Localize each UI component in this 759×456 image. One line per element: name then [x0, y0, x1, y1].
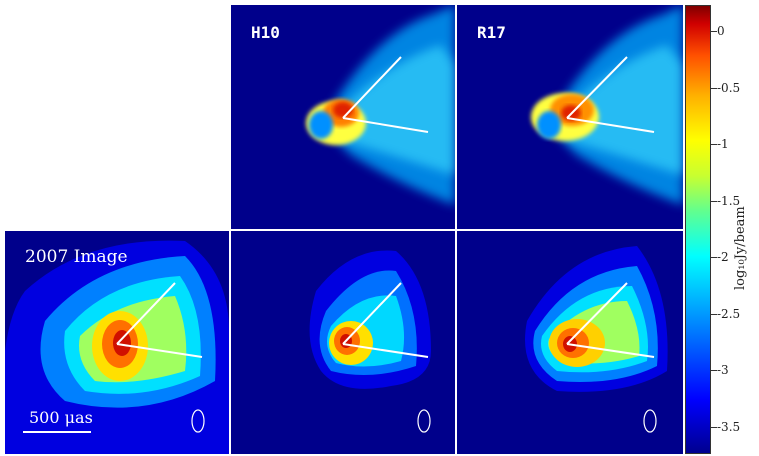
colorbar-tick-label: 0: [717, 24, 725, 38]
jet-line-upper: [342, 282, 402, 345]
image-2007-label: 2007 Image: [25, 247, 128, 267]
r17-sim-image: [531, 5, 683, 205]
observed-image: [5, 240, 229, 454]
panel-2007-image: 2007 Image 500 μas: [5, 231, 229, 454]
colorbar-tick-mark: [711, 257, 717, 258]
colorbar-tick-label: -3: [717, 363, 729, 377]
colorbar-tick-mark: [711, 200, 717, 202]
jet-line-upper: [566, 56, 628, 119]
colorbar-tick-mark: [711, 370, 717, 371]
jet-line-lower: [566, 343, 655, 358]
jet-line-upper: [342, 56, 402, 119]
jet-line-upper: [566, 282, 628, 345]
colorbar-tick-label: -1.5: [717, 193, 741, 208]
scale-label: 500 μas: [29, 408, 93, 427]
colorbar-tick-mark: [711, 144, 717, 145]
jet-line-lower: [342, 117, 429, 133]
colorbar-tick-mark: [711, 87, 717, 89]
colorbar-tick-label: -0.5: [717, 80, 741, 95]
h10-convolved-image: [309, 250, 431, 433]
colorbar-tick-label: -1: [717, 137, 729, 151]
panel-h10-simulation: H10: [231, 5, 455, 229]
jet-line-lower: [566, 117, 655, 133]
r17-label: R17: [477, 23, 506, 42]
panel-r17-simulation: R17: [457, 5, 683, 229]
colorbar-tick-mark: [711, 426, 717, 428]
panel-h10-convolved: [231, 231, 455, 454]
r17-convolved-image: [525, 246, 668, 433]
colorbar-tick-mark: [711, 313, 717, 315]
colorbar-tick-label: -2.5: [717, 306, 741, 321]
jet-line-lower: [116, 343, 203, 358]
colorbar-tick-label: -2: [717, 250, 729, 264]
colorbar-tick-label: -3.5: [717, 419, 741, 434]
h10-label: H10: [251, 23, 280, 42]
scale-bar: [23, 431, 91, 433]
h10-sim-image: [306, 5, 455, 205]
colorbar-tick-mark: [711, 31, 717, 32]
jet-line-lower: [342, 343, 429, 358]
colorbar-label: log₁₀Jy/beam: [733, 206, 748, 290]
colorbar: [685, 5, 711, 454]
jet-line-upper: [116, 282, 176, 345]
panel-r17-convolved: [457, 231, 683, 454]
